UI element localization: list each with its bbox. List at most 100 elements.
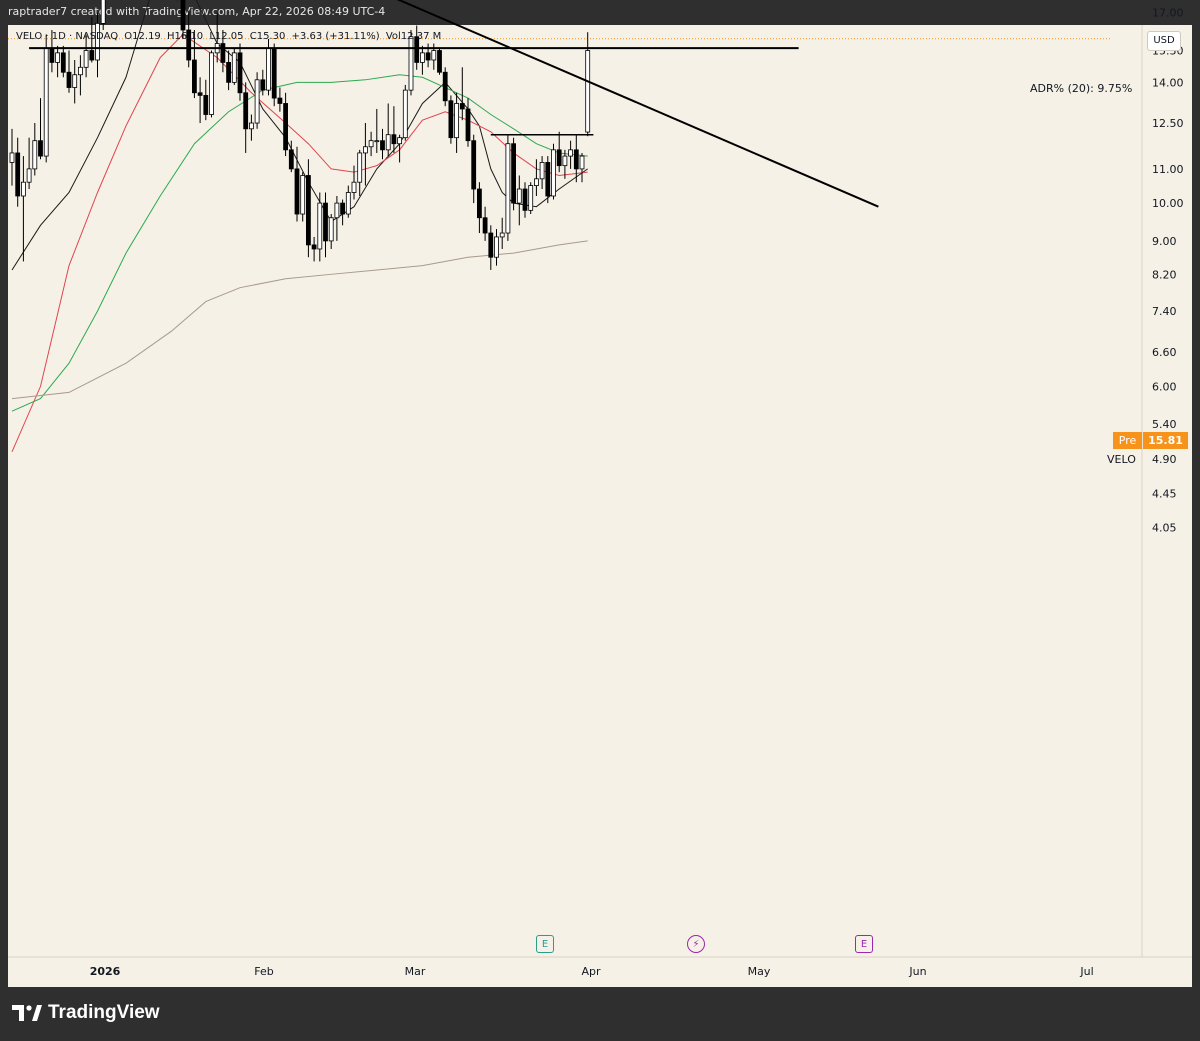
candle — [585, 32, 591, 137]
candle-body — [545, 162, 551, 197]
candle — [505, 134, 511, 241]
candle-body — [556, 149, 562, 167]
candle — [294, 146, 300, 222]
x-tick-label: Apr — [581, 965, 601, 978]
chart-frame[interactable] — [8, 25, 1192, 987]
candle — [448, 95, 454, 144]
candle — [385, 103, 391, 157]
candle — [402, 84, 408, 141]
premarket-price-badge: 15.81 — [1143, 432, 1188, 449]
candle-body — [345, 192, 351, 215]
candle — [465, 98, 471, 147]
candle — [323, 192, 328, 258]
lightning-event-icon[interactable]: ⚡ — [687, 935, 705, 953]
candle-body — [209, 52, 214, 115]
candle — [408, 29, 414, 96]
currency-button[interactable]: USD — [1147, 31, 1181, 51]
candle-body — [585, 50, 591, 133]
candle — [277, 87, 283, 112]
ma-20-line — [11, 33, 588, 453]
candle-body — [573, 149, 579, 170]
high-value: H16.10 — [166, 31, 204, 42]
candle — [516, 175, 522, 226]
candle-body — [402, 89, 408, 139]
candle-body — [288, 149, 294, 170]
candle-body — [231, 52, 237, 83]
x-tick-label: May — [748, 965, 771, 978]
candle-body — [9, 152, 15, 163]
candle — [573, 134, 579, 183]
candle-body — [203, 95, 209, 115]
candle — [38, 98, 43, 160]
candle — [334, 195, 340, 241]
candle — [539, 156, 545, 190]
candle-body — [38, 140, 43, 157]
y-tick-label: 6.00 — [1152, 380, 1177, 393]
candle — [454, 92, 460, 153]
candle — [243, 82, 249, 153]
attribution-header: raptrader7 created with TradingView.com,… — [0, 0, 1200, 24]
candle-body — [385, 134, 391, 151]
y-tick-label: 9.00 — [1152, 235, 1177, 248]
candle-body — [391, 134, 397, 145]
change-value: +3.63 (+31.11%) — [291, 31, 380, 42]
y-tick-label: 7.40 — [1152, 305, 1177, 318]
candle-body — [522, 188, 528, 211]
candle-body — [305, 175, 311, 246]
candle-body — [43, 47, 49, 157]
earnings-upcoming-icon[interactable]: E — [855, 935, 873, 953]
candle-body — [277, 97, 283, 104]
tradingview-logo[interactable]: TradingView — [12, 1002, 160, 1024]
candle-body — [454, 103, 460, 139]
candle-body — [260, 79, 266, 91]
candle — [397, 134, 403, 163]
candle — [203, 79, 209, 121]
candle-body — [408, 36, 414, 91]
x-tick-label: 2026 — [90, 965, 121, 978]
candle-body — [66, 71, 72, 88]
earnings-event-icon[interactable]: E — [536, 935, 554, 953]
premarket-label: Pre — [1113, 432, 1142, 449]
candle-body — [100, 0, 106, 24]
candle-body — [368, 140, 374, 148]
candle — [328, 214, 334, 249]
candle — [66, 50, 72, 93]
candle — [551, 143, 556, 200]
candle-body — [55, 52, 60, 63]
candle — [220, 29, 226, 73]
y-tick-label: 17.00 — [1152, 7, 1184, 20]
candle-body — [83, 50, 89, 68]
candle — [95, 12, 100, 78]
candle — [459, 67, 465, 121]
y-tick-label: 12.50 — [1152, 117, 1184, 130]
candle-body — [311, 244, 317, 250]
candle-body — [266, 47, 271, 91]
y-tick-label: 14.00 — [1152, 76, 1184, 89]
candle — [562, 149, 568, 179]
candle-body — [534, 178, 539, 186]
candle-body — [539, 162, 545, 180]
candle-body — [180, 0, 186, 31]
candle-body — [551, 149, 556, 197]
candle — [362, 123, 368, 186]
candle-body — [248, 122, 254, 130]
candle-body — [425, 52, 431, 61]
candle-body — [340, 202, 346, 215]
candle-body — [323, 202, 328, 242]
candle-body — [328, 217, 334, 242]
candle-body — [568, 149, 573, 157]
candle — [288, 140, 294, 173]
candle-body — [78, 66, 83, 76]
candle — [9, 128, 15, 186]
candle — [357, 149, 363, 196]
candle — [311, 236, 317, 262]
candle — [556, 131, 562, 173]
symbol-price-label: VELO — [1107, 453, 1136, 466]
symbol-info[interactable]: VELO · 1D · NASDAQ — [16, 31, 119, 42]
candle-body — [334, 202, 340, 219]
candle — [437, 48, 442, 75]
candle-body — [516, 188, 522, 204]
candle-body — [351, 181, 357, 193]
x-tick-label: Mar — [405, 965, 426, 978]
